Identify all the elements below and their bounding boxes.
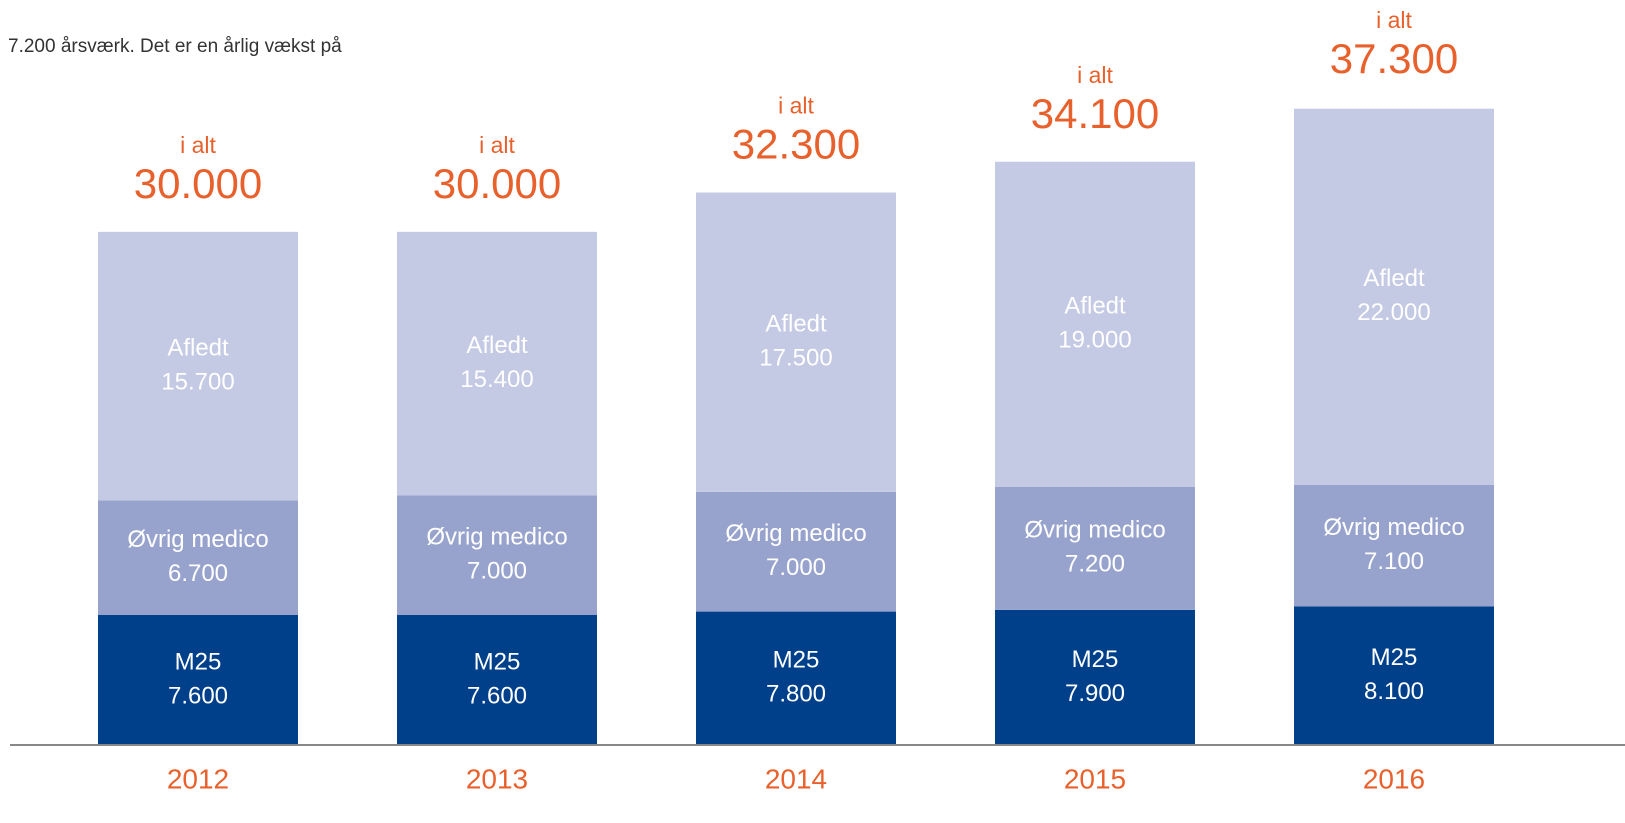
segment-name: Afledt xyxy=(167,334,229,361)
total-caption: i alt xyxy=(479,132,515,158)
bar-segment xyxy=(995,161,1195,487)
total-value: 30.000 xyxy=(134,160,262,207)
segment-value: 7.000 xyxy=(467,557,527,584)
segment-name: M25 xyxy=(1371,644,1418,671)
segment-name: M25 xyxy=(175,648,222,675)
segment-name: Afledt xyxy=(466,332,528,359)
segment-name: M25 xyxy=(773,647,820,674)
segment-value: 7.800 xyxy=(766,681,826,708)
bar-segment xyxy=(1294,485,1494,607)
segment-value: 7.100 xyxy=(1364,548,1424,575)
segment-value: 7.600 xyxy=(467,682,527,709)
x-tick-label: 2012 xyxy=(167,763,229,794)
segment-value: 8.100 xyxy=(1364,678,1424,705)
bar-segment xyxy=(98,231,298,501)
segment-value: 7.200 xyxy=(1065,551,1125,578)
segment-name: Øvrig medico xyxy=(127,526,268,553)
bar-segment xyxy=(696,491,896,612)
segment-value: 19.000 xyxy=(1058,327,1131,354)
annotation: 7.200 årsværk. Det er en årlig vækst på xyxy=(8,36,342,57)
segment-value: 15.400 xyxy=(460,366,533,393)
total-caption: i alt xyxy=(1376,7,1412,33)
x-tick-label: 2015 xyxy=(1064,763,1126,794)
x-tick-label: 2014 xyxy=(765,763,827,794)
total-value: 32.300 xyxy=(732,121,860,168)
bar-segment xyxy=(397,495,597,616)
segment-name: Afledt xyxy=(1363,265,1425,292)
segment-name: M25 xyxy=(474,648,521,675)
bar-segment xyxy=(995,609,1195,745)
total-caption: i alt xyxy=(1077,62,1113,88)
segment-name: Øvrig medico xyxy=(725,520,866,547)
x-tick-label: 2013 xyxy=(466,763,528,794)
segment-name: Afledt xyxy=(765,311,827,338)
segment-name: Øvrig medico xyxy=(1024,517,1165,544)
bar-segment xyxy=(696,192,896,492)
segment-value: 15.700 xyxy=(161,368,234,395)
total-value: 30.000 xyxy=(433,160,561,207)
segment-name: Afledt xyxy=(1064,293,1126,320)
bar-segment xyxy=(995,486,1195,610)
segment-name: Øvrig medico xyxy=(1323,514,1464,541)
bar-segment xyxy=(397,231,597,496)
total-caption: i alt xyxy=(778,93,814,119)
segment-value: 22.000 xyxy=(1357,299,1430,326)
segment-value: 7.600 xyxy=(168,682,228,709)
x-tick-label: 2016 xyxy=(1363,763,1425,794)
segment-name: M25 xyxy=(1072,646,1119,673)
segment-value: 6.700 xyxy=(168,560,228,587)
segment-value: 7.900 xyxy=(1065,680,1125,707)
bar-segment xyxy=(1294,606,1494,745)
segment-value: 7.000 xyxy=(766,554,826,581)
total-value: 34.100 xyxy=(1031,90,1159,137)
total-caption: i alt xyxy=(180,132,216,158)
segment-value: 17.500 xyxy=(759,345,832,372)
bar-segment xyxy=(696,611,896,745)
bar-segment xyxy=(397,615,597,745)
total-value: 37.300 xyxy=(1330,35,1458,82)
bar-segment xyxy=(1294,108,1494,486)
bar-segment xyxy=(98,500,298,616)
bar-segment xyxy=(98,615,298,745)
segment-name: Øvrig medico xyxy=(426,523,567,550)
